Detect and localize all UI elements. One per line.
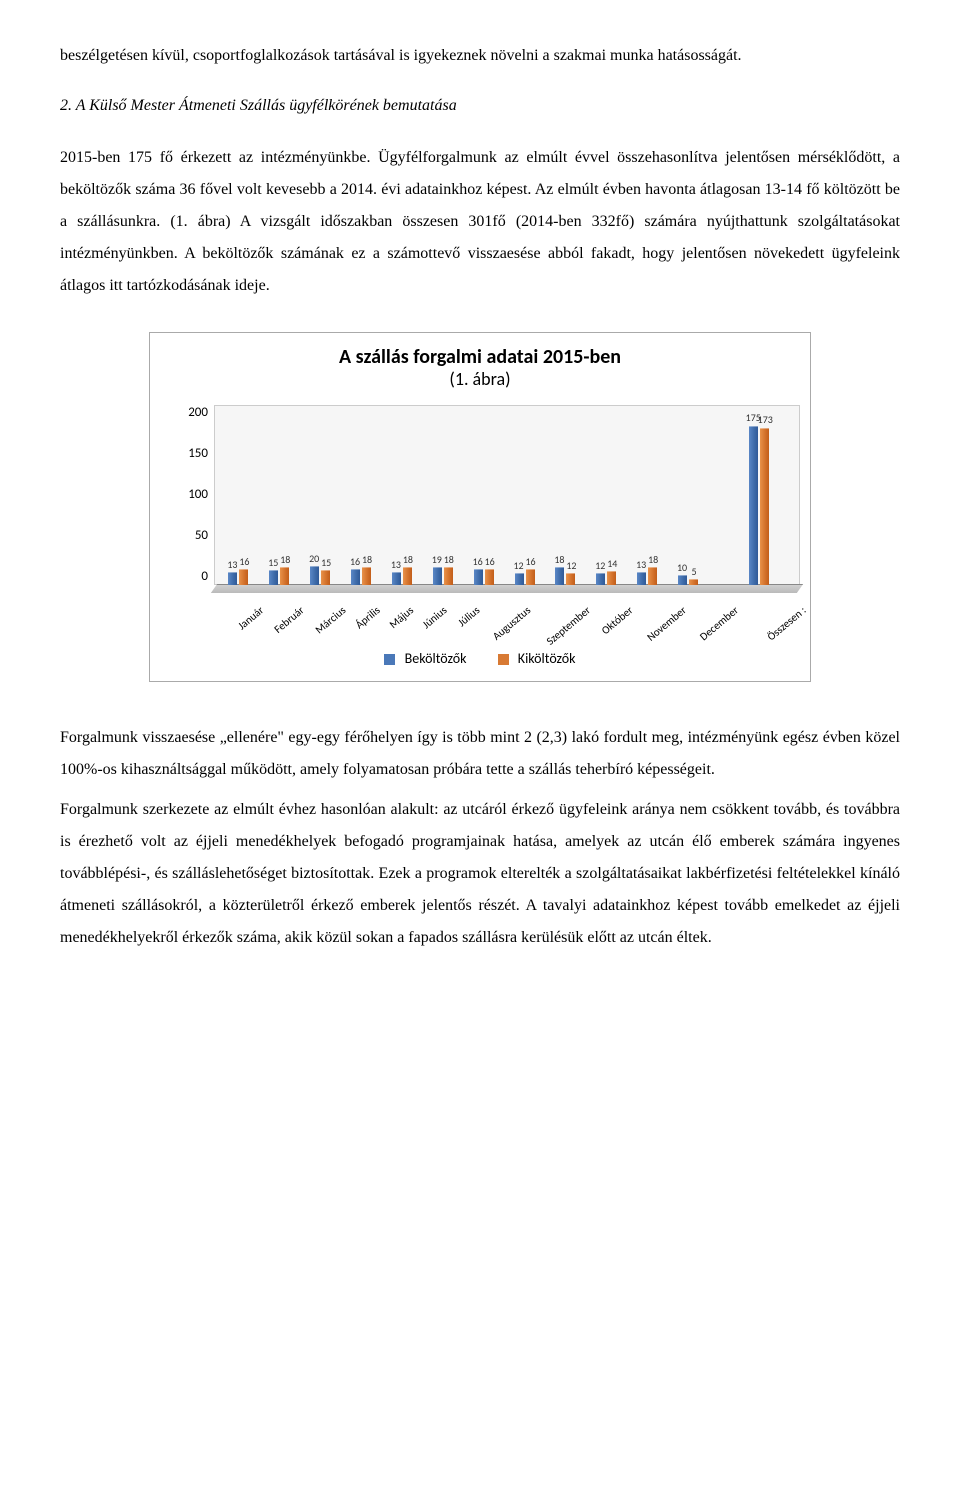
bar-bekoltozok: 16 (351, 569, 360, 584)
legend-label: Beköltözők (405, 650, 467, 667)
bar-value-label: 16 (235, 556, 253, 568)
section-heading: 2. A Külső Mester Átmeneti Szállás ügyfé… (60, 90, 900, 122)
bar-group: 1618 (341, 567, 382, 584)
chart-plot: 1316151820151618131819181616121618121214… (214, 405, 800, 635)
bar-bekoltozok: 13 (228, 572, 237, 585)
bar-kikoltozok: 5 (689, 579, 698, 585)
bar-kikoltozok: 14 (607, 571, 616, 585)
legend-swatch-orange (498, 654, 509, 665)
bar-kikoltozok: 173 (760, 428, 769, 585)
body-paragraph: Forgalmunk visszaesése „ellenére" egy-eg… (60, 722, 900, 786)
legend-item: Beköltözők (384, 651, 466, 668)
x-axis-label: December (688, 589, 758, 658)
bar-kikoltozok: 18 (648, 567, 657, 584)
bar-group: 1518 (259, 567, 300, 584)
bar-kikoltozok: 15 (321, 570, 330, 585)
x-axis-label: Összesen : (755, 589, 826, 659)
bar-bekoltozok: 13 (637, 572, 646, 585)
bar-bekoltozok: 15 (269, 570, 278, 585)
bar-value-label: 15 (317, 557, 335, 569)
bar-kikoltozok: 18 (362, 567, 371, 584)
bar-value-label: 18 (440, 554, 458, 566)
bar-group: 2015 (300, 566, 341, 585)
chart-bars: 1316151820151618131819181616121618121214… (218, 405, 796, 585)
bar-kikoltozok: 18 (280, 567, 289, 584)
bar-group: 175173 (723, 426, 797, 585)
bar-kikoltozok: 18 (403, 567, 412, 584)
bar-group: 1316 (218, 569, 259, 584)
chart-y-axis: 200 150 100 50 0 (168, 405, 208, 585)
bar-group: 1616 (463, 569, 504, 584)
bar-bekoltozok: 175 (749, 426, 758, 585)
bar-value-label: 5 (685, 566, 703, 578)
legend-swatch-blue (384, 654, 395, 665)
chart-title: A szállás forgalmi adatai 2015-ben (160, 345, 800, 369)
bar-value-label: 12 (562, 560, 580, 572)
bar-bekoltozok: 13 (392, 572, 401, 585)
bar-group: 1214 (586, 571, 627, 585)
chart-plot-area: 200 150 100 50 0 13161518201516181318191… (160, 405, 800, 635)
bar-value-label: 173 (756, 414, 774, 426)
bar-group: 1918 (422, 567, 463, 585)
bar-value-label: 18 (399, 554, 417, 566)
section-number: 2. (60, 97, 72, 114)
bar-value-label: 14 (603, 558, 621, 570)
y-tick: 150 (188, 446, 208, 462)
bar-kikoltozok: 16 (526, 569, 535, 584)
chart-subtitle: (1. ábra) (160, 369, 800, 391)
bar-value-label: 16 (481, 556, 499, 568)
y-tick: 50 (195, 528, 208, 544)
chart-x-axis: JanuárFebruárMárciusÁprilisMájusJúniusJú… (218, 589, 796, 635)
bar-bekoltozok: 12 (596, 573, 605, 585)
bar-group: 1318 (382, 567, 423, 584)
bar-group: 105 (668, 575, 709, 585)
y-tick: 0 (201, 569, 208, 585)
bar-value-label: 18 (358, 554, 376, 566)
bar-value-label: 18 (276, 554, 294, 566)
body-paragraph: Forgalmunk szerkezete az elmúlt évhez ha… (60, 794, 900, 954)
bar-bekoltozok: 16 (474, 569, 483, 584)
bar-bekoltozok: 19 (433, 567, 442, 585)
bar-kikoltozok: 12 (566, 573, 575, 585)
bar-kikoltozok: 16 (485, 569, 494, 584)
bar-group: 1812 (545, 567, 586, 584)
bar-group: 1318 (627, 567, 668, 584)
bar-kikoltozok: 18 (444, 567, 453, 584)
bar-kikoltozok: 16 (239, 569, 248, 584)
bar-group: 1216 (504, 569, 545, 584)
bar-bekoltozok: 12 (515, 573, 524, 585)
bar-value-label: 18 (644, 554, 662, 566)
y-tick: 100 (188, 487, 208, 503)
section-title-text: A Külső Mester Átmeneti Szállás ügyfélkö… (76, 97, 457, 114)
body-paragraph: 2015-ben 175 fő érkezett az intézményünk… (60, 142, 900, 302)
body-paragraph: beszélgetésen kívül, csoportfoglalkozáso… (60, 40, 900, 72)
bar-value-label: 16 (522, 556, 540, 568)
chart-container: A szállás forgalmi adatai 2015-ben (1. á… (149, 332, 811, 682)
chart-legend: Beköltözők Kiköltözők (160, 651, 800, 668)
y-tick: 200 (188, 405, 208, 421)
